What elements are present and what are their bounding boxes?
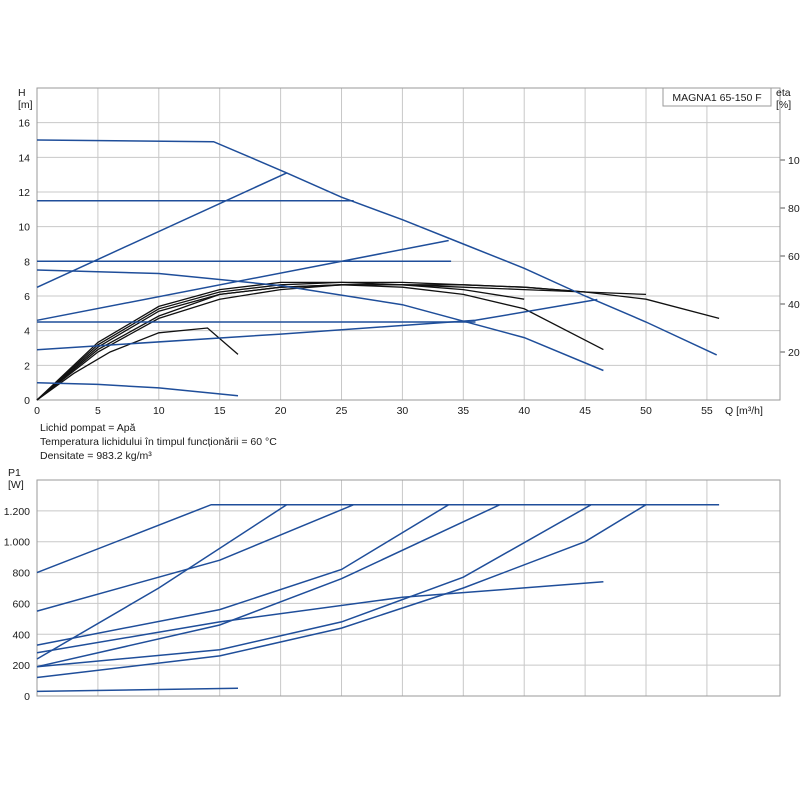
y-tick-label: 6 <box>24 291 30 303</box>
note-fluid: Lichid pompat = Apă <box>40 422 136 434</box>
x-tick-label: 55 <box>701 405 713 417</box>
y2-tick-label: 40 <box>788 299 800 311</box>
fluid-notes: Lichid pompat = Apă Temperatura lichidul… <box>40 422 277 462</box>
y-tick-label: 0 <box>24 691 30 703</box>
efficiency-curve <box>36 327 239 401</box>
y-tick-label: 4 <box>24 326 30 338</box>
head-curve <box>36 269 604 372</box>
efficiency-curve <box>36 281 525 401</box>
head-curve <box>36 239 449 322</box>
x-tick-label: 35 <box>457 405 469 417</box>
head-curve <box>36 298 598 351</box>
x-tick-label: 45 <box>579 405 591 417</box>
y-tick-label: 400 <box>12 629 30 641</box>
power-curve <box>36 581 604 654</box>
note-density: Densitate = 983.2 kg/m³ <box>40 450 152 462</box>
power-curve <box>36 504 354 612</box>
y-tick-label: 1.000 <box>4 537 30 549</box>
y-tick-label: 1.200 <box>4 506 30 518</box>
power-curve <box>36 504 647 679</box>
x-axis-label: Q [m³/h] <box>725 405 763 417</box>
y2-tick-label: 60 <box>788 251 800 263</box>
head-curve <box>36 381 239 397</box>
y-tick-label: 0 <box>24 395 30 407</box>
model-label-frame <box>662 87 772 107</box>
y2-tick-label: 80 <box>788 203 800 215</box>
y2-tick-label: 20 <box>788 347 800 359</box>
power-chart: 0 200 400 600 800 1.000 1.200 P1[W] <box>4 467 781 703</box>
y-tick-label: 14 <box>18 152 30 164</box>
y-tick-label: 16 <box>18 118 30 130</box>
efficiency-curve <box>36 284 604 401</box>
note-temperature: Temperatura lichidului în timpul funcțio… <box>40 436 277 448</box>
y-tick-label: 600 <box>12 598 30 610</box>
power-curve <box>36 503 720 574</box>
power-curve <box>36 504 288 660</box>
y-tick-label: 8 <box>24 256 30 268</box>
head-curve <box>36 139 718 356</box>
x-tick-label: 5 <box>95 405 101 417</box>
power-curve <box>36 504 450 646</box>
y-tick-label: 2 <box>24 360 30 372</box>
y-axis-label: H <box>18 87 26 99</box>
y-axis-label: [W] <box>8 479 24 491</box>
plot-frame <box>36 87 781 401</box>
x-tick-label: 30 <box>397 405 409 417</box>
power-curve <box>36 504 592 668</box>
efficiency-curve <box>36 284 647 401</box>
head-efficiency-chart: 0 5 10 15 20 25 30 35 40 45 50 55 0 2 4 6 8 10 12 14 16 20 40 6… <box>18 87 800 417</box>
y-tick-label: 200 <box>12 660 30 672</box>
model-label: MAGNA1 65-150 F <box>672 92 761 104</box>
model-label-box: MAGNA1 65-150 F <box>662 87 772 107</box>
y-tick-label: 10 <box>18 222 30 234</box>
y-tick-label: 12 <box>18 187 30 199</box>
power-curve <box>36 687 239 693</box>
x-tick-label: 10 <box>153 405 165 417</box>
y2-tick-label: 100 <box>788 155 800 167</box>
y-axis-label: P1 <box>8 467 21 479</box>
head-curve <box>36 172 288 288</box>
plot-frame <box>36 479 781 697</box>
y-axis-label: [m] <box>18 99 33 111</box>
x-tick-label: 15 <box>214 405 226 417</box>
x-tick-label: 20 <box>275 405 287 417</box>
x-tick-label: 40 <box>518 405 530 417</box>
y2-axis-label: [%] <box>776 99 791 111</box>
efficiency-curve <box>36 281 586 401</box>
x-tick-label: 25 <box>336 405 348 417</box>
x-tick-label: 0 <box>34 405 40 417</box>
y-tick-label: 800 <box>12 568 30 580</box>
x-tick-label: 50 <box>640 405 652 417</box>
y2-axis-label: eta <box>776 87 791 99</box>
power-curve <box>36 504 501 668</box>
